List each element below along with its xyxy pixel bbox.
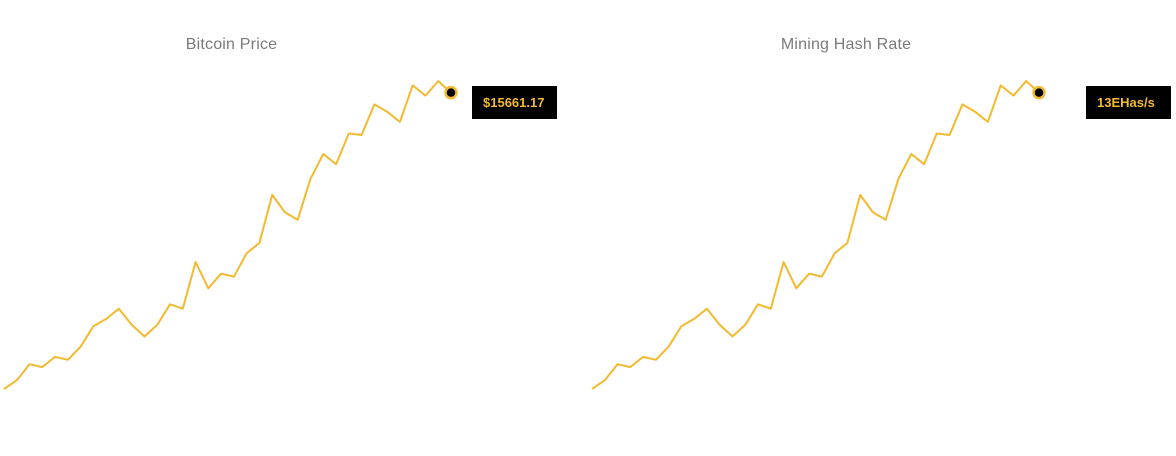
mining-hash-rate-panel: Mining Hash Rate 13EHas/s	[588, 0, 1176, 456]
series-line	[591, 80, 1040, 390]
bitcoin-price-panel: Bitcoin Price $15661.17	[3, 36, 557, 390]
mining-hash-rate-chart	[591, 80, 1046, 390]
current-value-tag: 13EHas/s	[1086, 86, 1171, 119]
series-line	[3, 80, 452, 390]
chart-title: Bitcoin Price	[185, 36, 278, 53]
current-value-tag: $15661.17	[472, 86, 557, 119]
current-point-marker	[444, 85, 458, 100]
bitcoin-price-chart	[3, 80, 458, 390]
current-point-marker	[1032, 85, 1046, 100]
chart-title: Mining Hash Rate	[780, 36, 912, 53]
